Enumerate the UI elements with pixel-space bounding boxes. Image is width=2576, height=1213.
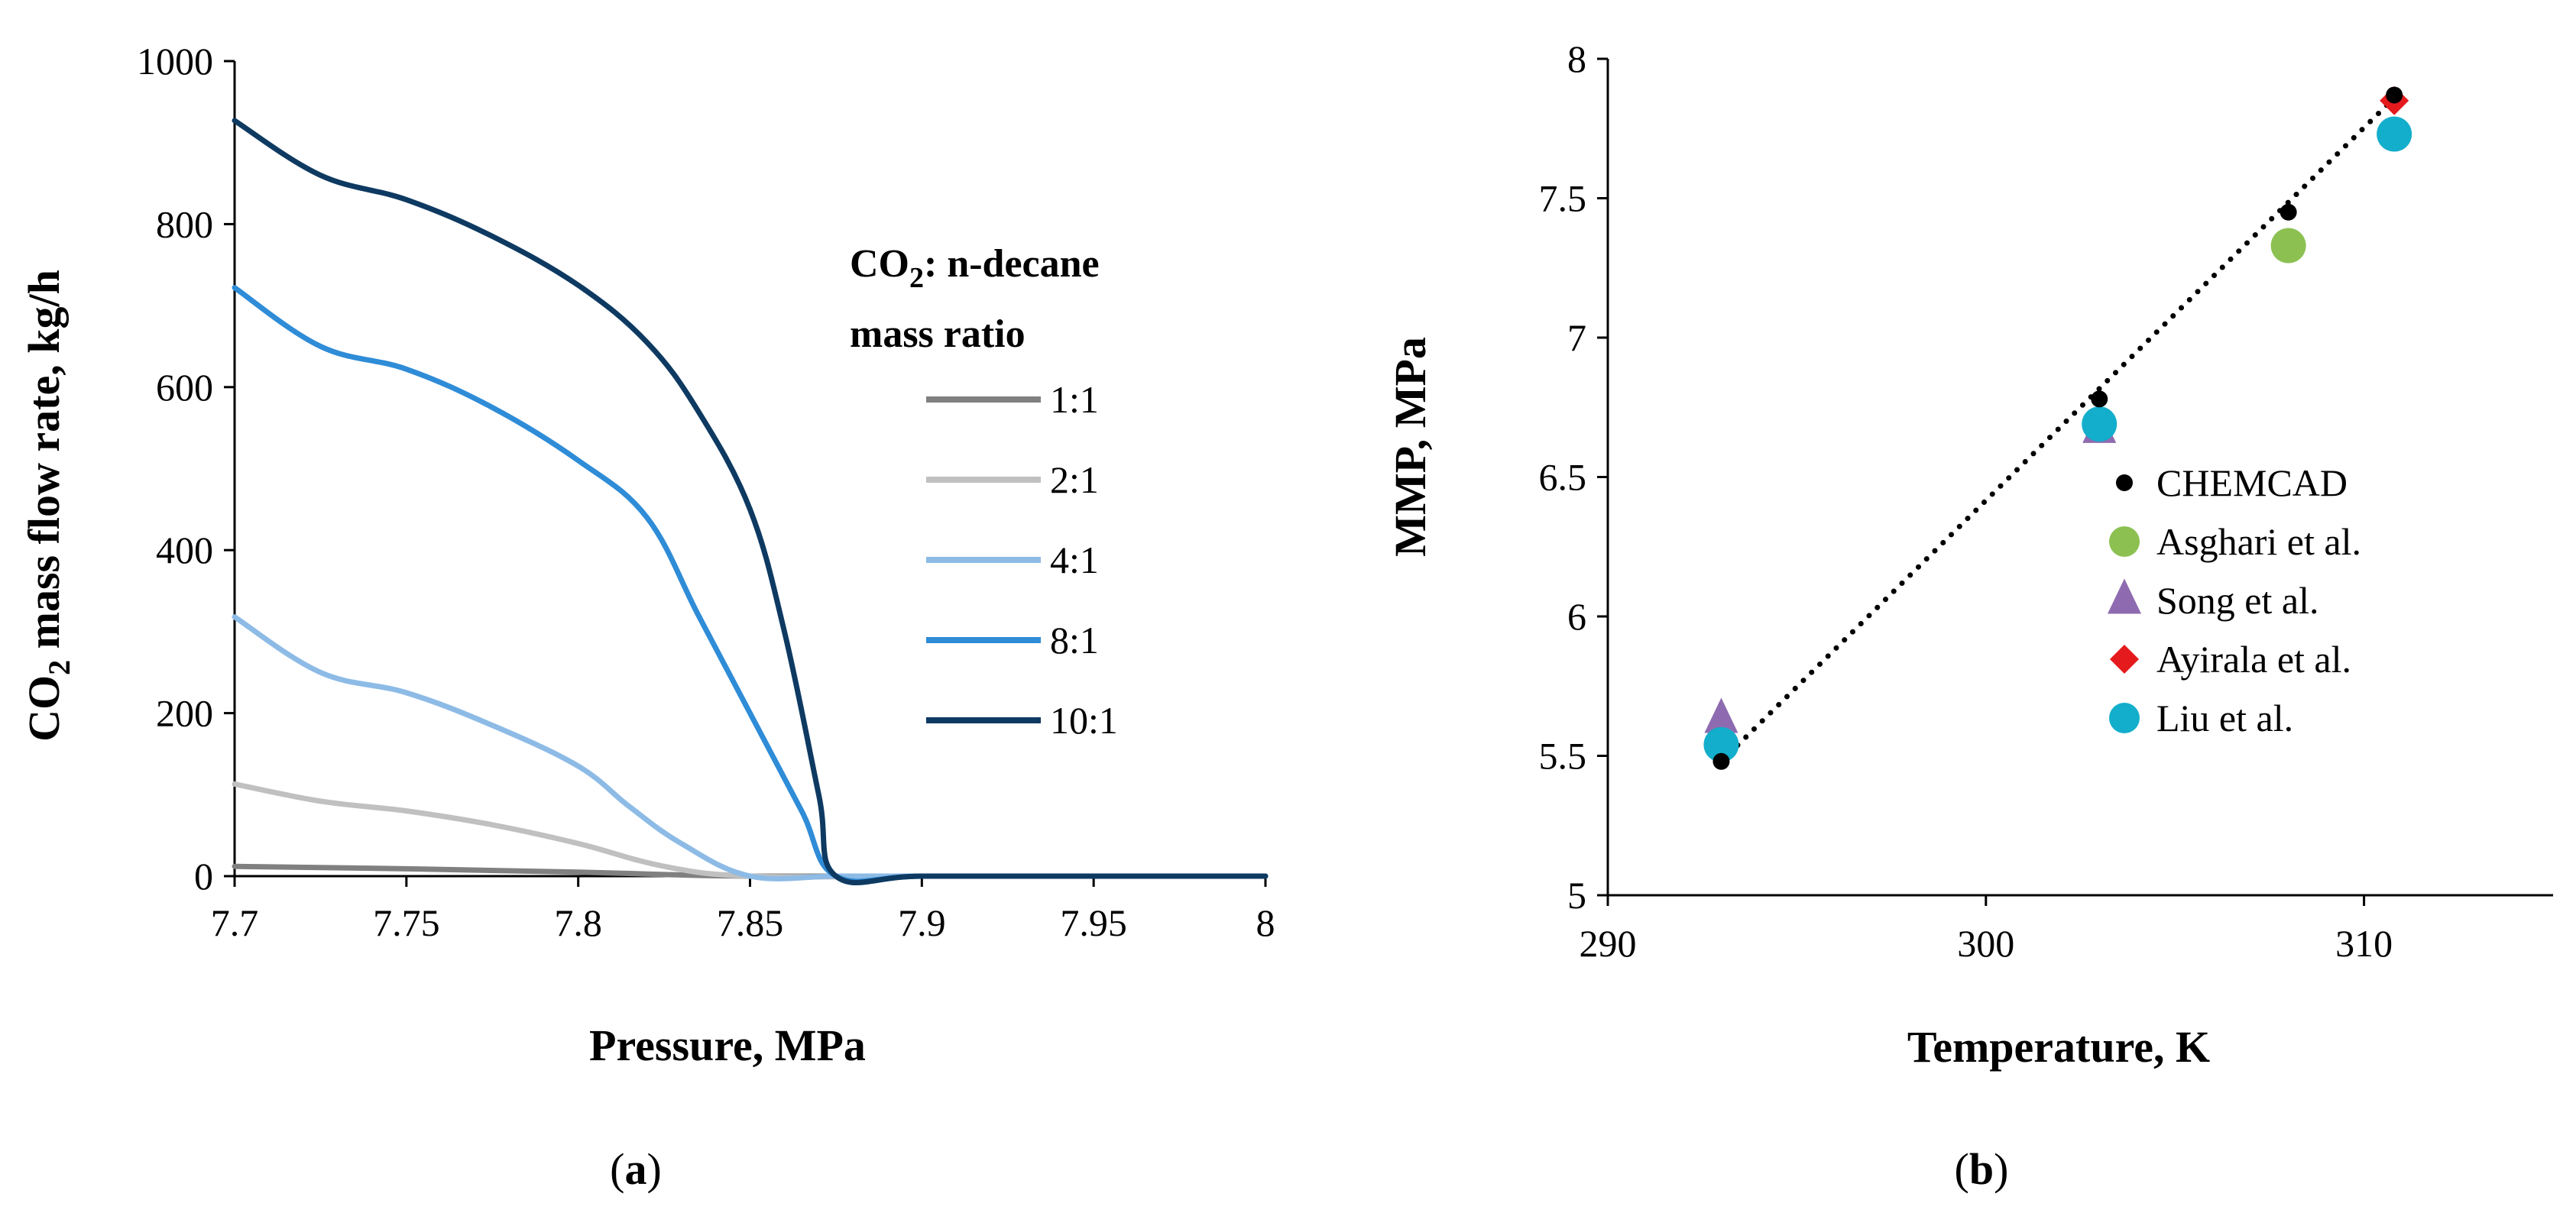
a-legend-title-line1: CO2: n-decane: [850, 242, 1100, 294]
b-trendline: [1718, 95, 2397, 765]
b-y-axis-label: MMP, MPa: [1385, 337, 1435, 557]
a-series-line-8-1: [232, 285, 1269, 885]
b-x-tick-label: 310: [2335, 922, 2393, 965]
b-point-liu-et-al: [2082, 406, 2118, 442]
a-y-tick-label: 1000: [137, 40, 213, 82]
b-legend-label-ayirala-et-al: Ayirala et al.: [2156, 638, 2351, 681]
a-series-line-4-1: [232, 614, 1269, 881]
a-x-axis-label: Pressure, MPa: [589, 1021, 866, 1070]
b-y-tick-label: 6.5: [1539, 456, 1587, 499]
a-legend-label-1-1: 1:1: [1050, 378, 1099, 421]
b-legend-label-song-et-al: Song et al.: [2156, 579, 2318, 622]
b-y-tick-label: 5: [1567, 874, 1586, 917]
a-y-tick-label: 200: [156, 692, 213, 735]
a-legend-label-2-1: 2:1: [1050, 458, 1099, 501]
b-legend-marker-asghari-et-al: [2109, 526, 2140, 557]
a-legend-label-8-1: 8:1: [1050, 619, 1099, 661]
a-legend-items: 1:1 2:1 4:1 8:1 10:1: [926, 378, 1118, 742]
b-x-tick-label: 300: [1957, 922, 2014, 965]
b-legend-marker-ayirala-et-al: [2110, 645, 2139, 674]
b-legend-label-liu-et-al: Liu et al.: [2156, 697, 2293, 739]
a-x-tick-label: 7.95: [1060, 901, 1127, 944]
b-x-axis-label: Temperature, K: [1907, 1022, 2210, 1072]
chart-b: 5 5.5 6 6.5 7 7.5 8 290 300 310 Temperature, K MM…: [1385, 37, 2553, 1194]
a-x-tick-label: 7.9: [898, 901, 946, 944]
a-legend-title-line2: mass ratio: [850, 312, 1026, 356]
b-y-tick-label: 8: [1567, 37, 1586, 80]
b-tick-labels: 5 5.5 6 6.5 7 7.5 8 290 300 310: [1539, 37, 2393, 965]
a-y-tick-label: 0: [194, 855, 213, 898]
b-x-tick-label: 290: [1580, 922, 1637, 965]
a-x-tick-label: 7.85: [717, 901, 784, 944]
b-y-tick-label: 6: [1567, 595, 1586, 638]
b-legend-marker-song-et-al: [2108, 578, 2141, 614]
b-y-tick-label: 7: [1567, 316, 1586, 359]
b-point-chemcad: [2386, 86, 2403, 104]
a-y-tick-label: 600: [156, 366, 213, 409]
a-y-tick-label: 800: [156, 202, 213, 245]
a-x-tick-label: 8: [1256, 901, 1275, 944]
a-series-line-2-1: [232, 781, 1269, 880]
panel-label-a: (a): [610, 1144, 662, 1194]
a-x-tick-label: 7.75: [373, 901, 440, 944]
a-x-tick-label: 7.8: [554, 901, 602, 944]
b-point-song-et-al: [1704, 697, 1738, 733]
b-legend: CHEMCAD Asghari et al. Song et al. Ayirala …: [2108, 461, 2361, 739]
b-point-liu-et-al: [2377, 116, 2412, 152]
b-point-chemcad: [2091, 390, 2108, 408]
b-point-chemcad: [2280, 203, 2297, 221]
b-legend-label-chemcad: CHEMCAD: [2156, 461, 2348, 504]
b-y-tick-label: 5.5: [1539, 735, 1587, 778]
a-legend: CO2: n-decane mass ratio 1:1 2:1 4:1 8:1 10:…: [850, 242, 1118, 742]
a-series-group: [232, 118, 1269, 886]
a-legend-label-4-1: 4:1: [1050, 539, 1099, 581]
b-legend-marker-liu-et-al: [2109, 703, 2140, 733]
b-series-group: [1703, 86, 2412, 770]
b-axes: [1597, 57, 2553, 906]
a-y-tick-label: 400: [156, 529, 213, 571]
b-point-chemcad: [1712, 752, 1730, 770]
panel-label-b: (b): [1955, 1144, 2009, 1194]
b-y-tick-label: 7.5: [1539, 177, 1587, 220]
b-legend-marker-chemcad: [2116, 474, 2133, 491]
b-point-liu-et-al: [1703, 726, 1739, 762]
a-series-line-10-1: [232, 118, 1269, 886]
a-axes: [224, 60, 1267, 887]
a-x-tick-label: 7.7: [211, 901, 259, 944]
a-tick-labels: 0 200 400 600 800 1000 7.7 7.75 7.8 7.85 7.9 7.95 8: [137, 40, 1275, 944]
a-y-axis-label: CO2 mass flow rate, kg/h: [19, 270, 76, 742]
b-point-asghari-et-al: [2270, 228, 2306, 264]
a-legend-label-10-1: 10:1: [1050, 699, 1118, 742]
b-legend-label-asghari-et-al: Asghari et al.: [2156, 520, 2361, 563]
